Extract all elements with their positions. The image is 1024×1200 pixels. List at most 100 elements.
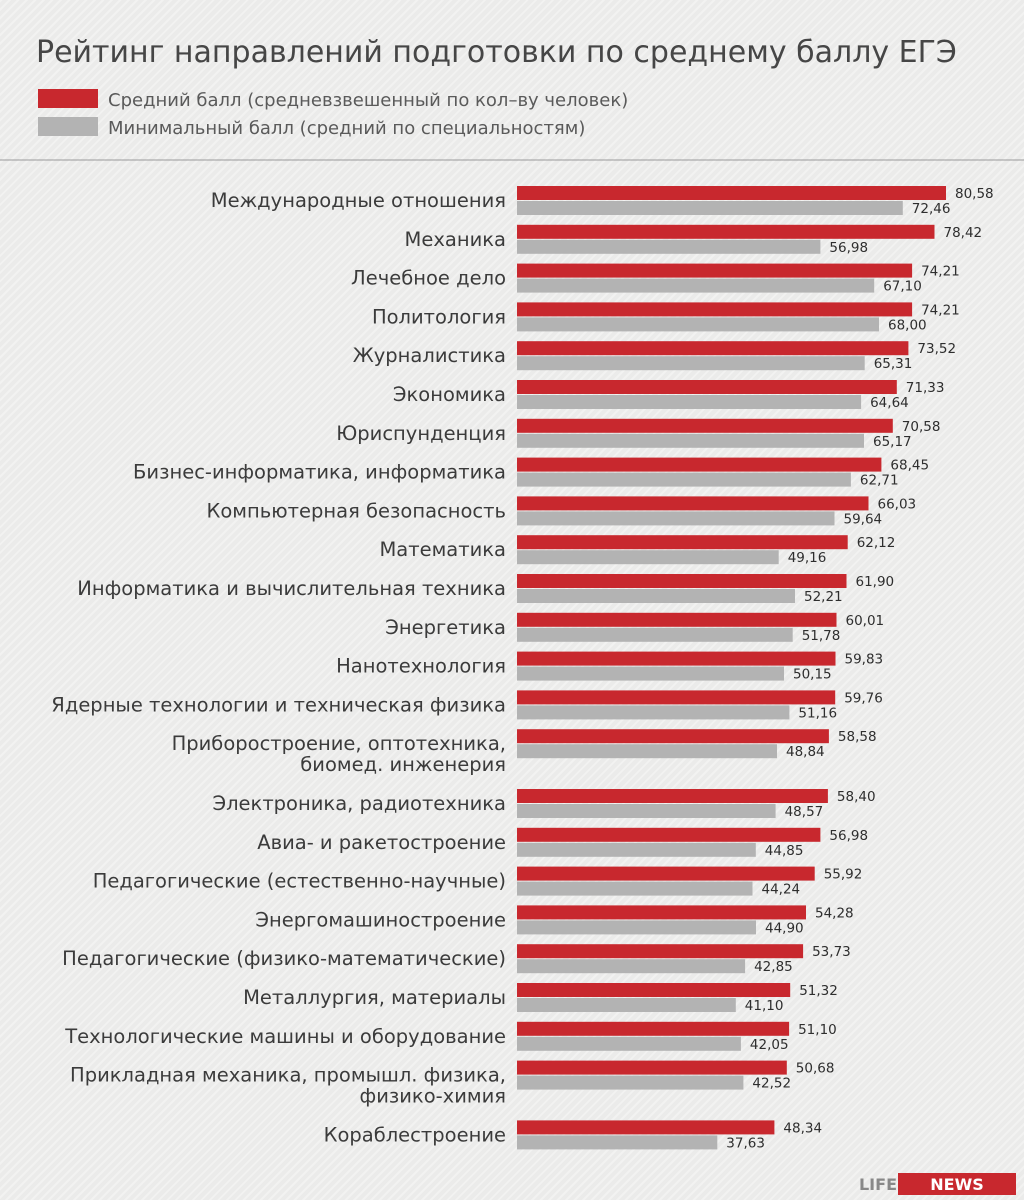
value-label-minimum: 65,31 <box>874 356 913 372</box>
value-label-average: 60,01 <box>846 613 885 629</box>
value-label-average: 61,90 <box>856 574 895 590</box>
value-label-minimum: 48,57 <box>785 804 824 820</box>
value-label-minimum: 64,64 <box>870 395 909 411</box>
category-label: Компьютерная безопасность <box>207 499 507 522</box>
value-label-average: 51,10 <box>798 1022 837 1038</box>
value-label-minimum: 52,21 <box>804 589 843 605</box>
bar-minimum-score <box>517 998 736 1012</box>
bar-minimum-score <box>517 881 753 896</box>
bar-minimum-score <box>517 589 795 603</box>
category-row: Технологические машины и оборудование 51,… <box>64 1021 837 1053</box>
bar-minimum-score <box>517 959 746 974</box>
value-label-minimum: 37,63 <box>726 1135 765 1151</box>
logo-news-background <box>898 1173 1016 1195</box>
bar-minimum-score <box>517 201 903 215</box>
value-label-minimum: 59,64 <box>844 511 883 527</box>
bar-average-score <box>517 612 837 627</box>
legend-swatch-series-2 <box>38 117 98 136</box>
bar-minimum-score <box>517 666 784 681</box>
value-label-minimum: 51,16 <box>798 705 837 721</box>
category-label: Лечебное дело <box>351 267 506 290</box>
category-row: Прикладная механика, промышл. физика,физ… <box>70 1060 834 1108</box>
category-label: Международные отношения <box>211 189 506 212</box>
bar-average-score <box>517 729 829 744</box>
value-label-average: 51,32 <box>799 983 838 999</box>
value-label-average: 55,92 <box>824 867 863 883</box>
value-label-average: 70,58 <box>902 419 941 435</box>
bar-average-score <box>517 690 836 705</box>
category-label: Юриспунденция <box>336 422 506 445</box>
value-label-average: 59,76 <box>844 690 883 706</box>
bar-average-score <box>517 905 806 920</box>
category-label: Кораблестроение <box>324 1123 506 1146</box>
logo-news-text: NEWS <box>930 1175 984 1194</box>
bar-average-score <box>517 496 869 511</box>
bar-minimum-score <box>517 317 879 332</box>
value-label-average: 56,98 <box>829 828 868 844</box>
chart-title: Рейтинг направлений подготовки по средне… <box>36 35 957 70</box>
value-label-average: 66,03 <box>878 496 917 512</box>
value-label-minimum: 50,15 <box>793 667 832 683</box>
bar-minimum-score <box>517 239 821 254</box>
bar-minimum-score <box>517 356 865 371</box>
category-label: Нанотехнология <box>336 655 506 678</box>
value-label-minimum: 49,16 <box>788 550 827 566</box>
category-row: Нанотехнология 59,83 50,15 <box>336 651 884 683</box>
bar-average-score <box>517 263 913 278</box>
category-row: Приборостроение, оптотехника,биомед. инж… <box>172 729 877 776</box>
value-label-minimum: 44,90 <box>765 920 804 936</box>
logo-life-text: LIFE <box>859 1175 897 1194</box>
value-label-average: 68,45 <box>890 458 929 474</box>
category-label: биомед. инженерия <box>300 753 506 776</box>
value-label-average: 80,58 <box>955 186 994 202</box>
bar-average-score <box>517 302 913 317</box>
bar-minimum-score <box>517 744 777 759</box>
bar-minimum-score <box>517 395 862 409</box>
category-label: Ядерные технологии и техническая физика <box>51 693 506 716</box>
bar-minimum-score <box>517 627 793 642</box>
bar-average-score <box>517 983 791 997</box>
bar-average-score <box>517 535 848 550</box>
category-row: Математика 62,12 49,16 <box>379 535 895 566</box>
category-row: Электроника, радиотехника 58,40 48,57 <box>212 789 876 820</box>
bar-average-score <box>517 1021 790 1036</box>
category-label: Приборостроение, оптотехника, <box>172 732 506 755</box>
value-label-average: 59,83 <box>845 652 884 668</box>
bar-average-score <box>517 457 882 472</box>
value-label-minimum: 51,78 <box>802 628 841 644</box>
category-label: Механика <box>405 228 506 251</box>
category-label: Энергетика <box>385 616 506 639</box>
value-label-minimum: 41,10 <box>745 998 784 1014</box>
value-label-minimum: 68,00 <box>888 317 927 333</box>
value-label-average: 73,52 <box>917 341 956 357</box>
bar-average-score <box>517 1120 775 1135</box>
lifenews-logo: LIFE NEWS <box>859 1173 1016 1195</box>
bar-minimum-score <box>517 1075 744 1090</box>
category-label: Политология <box>372 305 506 328</box>
bar-average-score <box>517 380 897 394</box>
category-row: Ядерные технологии и техническая физика 5… <box>51 690 883 721</box>
value-label-minimum: 67,10 <box>883 279 922 295</box>
bar-average-score <box>517 186 946 200</box>
category-label: Экономика <box>393 383 506 406</box>
category-label: Педагогические (физико-математические) <box>62 947 506 970</box>
bar-minimum-score <box>517 1036 741 1051</box>
value-label-average: 74,21 <box>921 302 960 318</box>
category-label: Информатика и вычислительная техника <box>77 577 506 600</box>
bar-minimum-score <box>517 1135 718 1150</box>
value-label-average: 71,33 <box>906 380 945 396</box>
value-label-minimum: 72,46 <box>912 201 951 217</box>
value-label-average: 58,58 <box>838 729 877 745</box>
value-label-average: 78,42 <box>944 225 983 241</box>
value-label-average: 74,21 <box>921 264 960 280</box>
bar-average-score <box>517 866 815 881</box>
